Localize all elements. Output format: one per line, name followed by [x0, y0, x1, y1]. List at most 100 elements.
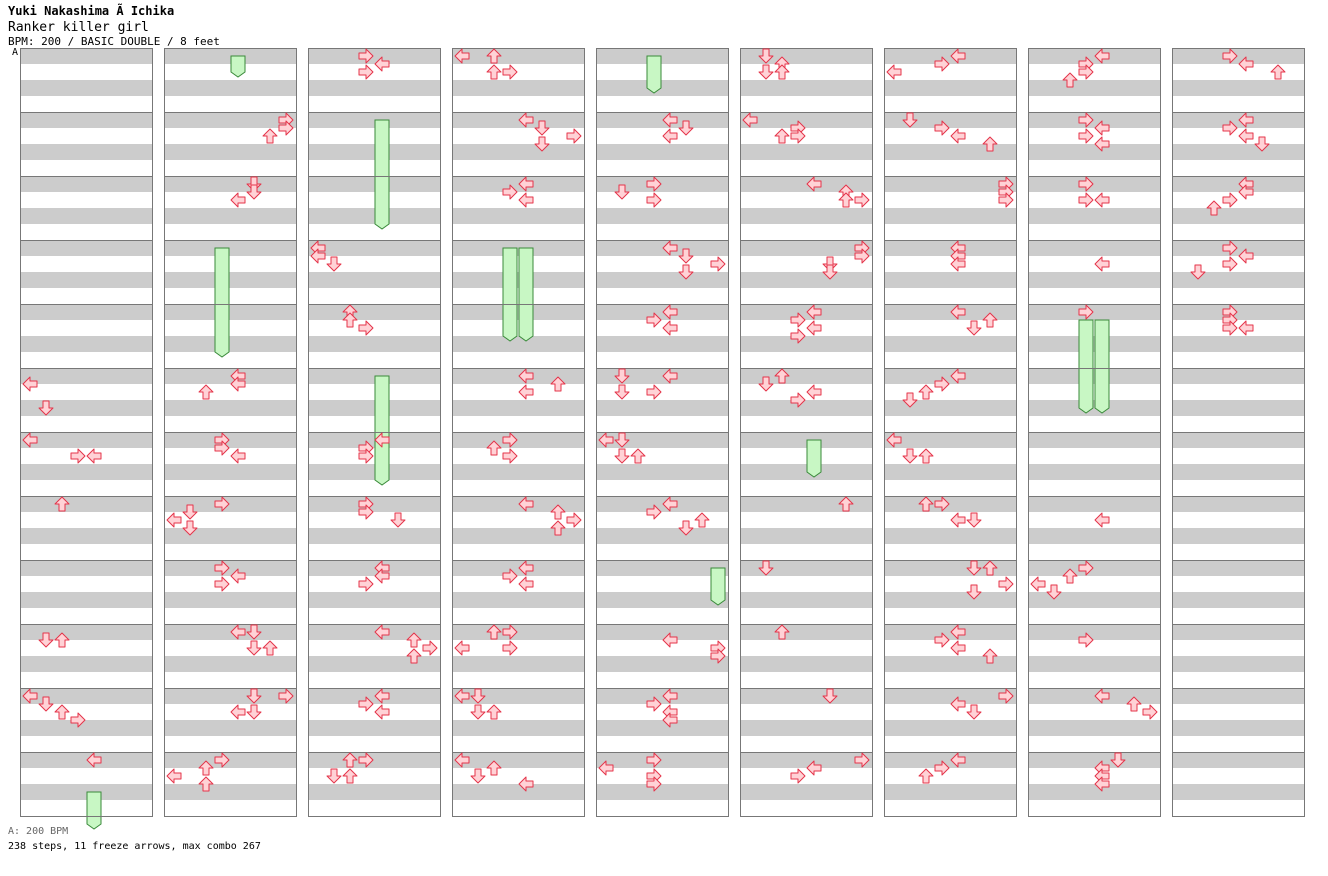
beat-stripe: [309, 496, 440, 512]
step-arrow-down: [615, 449, 629, 463]
freeze-arrow: [711, 568, 725, 605]
step-arrow-right: [1079, 129, 1093, 143]
beat-stripe: [21, 720, 152, 736]
beat-stripe: [453, 208, 584, 224]
beat-stripe: [21, 272, 152, 288]
step-arrow-left: [519, 577, 533, 591]
beat-stripe: [309, 304, 440, 320]
beat-stripe: [1029, 112, 1160, 128]
beat-stripe: [1029, 528, 1160, 544]
step-arrow-left: [167, 513, 181, 527]
beat-stripe: [1029, 784, 1160, 800]
beat-stripe: [597, 784, 728, 800]
step-arrow-right: [999, 577, 1013, 591]
step-arrow-up: [919, 769, 933, 783]
beat-stripe: [21, 528, 152, 544]
beat-stripe: [21, 432, 152, 448]
step-arrow-up: [1271, 65, 1285, 79]
beat-stripe: [309, 784, 440, 800]
beat-stripe: [1029, 656, 1160, 672]
beat-stripe: [1029, 560, 1160, 576]
beat-stripe: [453, 400, 584, 416]
beat-stripe: [21, 464, 152, 480]
beat-stripe: [1029, 208, 1160, 224]
beat-stripe: [1173, 688, 1304, 704]
beat-stripe: [1029, 592, 1160, 608]
freeze-arrow: [1079, 320, 1093, 413]
beat-stripe: [1029, 176, 1160, 192]
step-arrow-left: [807, 385, 821, 399]
freeze-arrow: [87, 792, 101, 829]
step-arrow-left: [663, 129, 677, 143]
beat-stripe: [309, 240, 440, 256]
step-arrow-up: [839, 193, 853, 207]
beat-stripe: [21, 560, 152, 576]
beat-stripe: [885, 528, 1016, 544]
beat-stripe: [741, 784, 872, 800]
beat-stripe: [885, 144, 1016, 160]
beat-stripe: [21, 80, 152, 96]
beat-stripe: [453, 752, 584, 768]
beat-stripe: [741, 240, 872, 256]
beat-stripe: [165, 80, 296, 96]
beat-stripe: [453, 624, 584, 640]
beat-stripe: [741, 400, 872, 416]
freeze-arrow: [231, 56, 245, 77]
step-arrow-right: [647, 193, 661, 207]
beat-stripe: [741, 752, 872, 768]
step-arrow-left: [663, 321, 677, 335]
beat-stripe: [165, 400, 296, 416]
beat-stripe: [165, 432, 296, 448]
beat-stripe: [741, 592, 872, 608]
beat-stripe: [21, 592, 152, 608]
step-arrow-right: [1223, 193, 1237, 207]
beat-stripe: [741, 80, 872, 96]
freeze-arrow: [503, 248, 517, 341]
step-arrow-left: [87, 449, 101, 463]
step-arrow-left: [1031, 577, 1045, 591]
step-arrow-down: [759, 65, 773, 79]
step-arrow-left: [1095, 257, 1109, 271]
step-arrow-left: [887, 65, 901, 79]
step-arrow-left: [1095, 513, 1109, 527]
freeze-arrow: [647, 56, 661, 93]
step-arrow-up: [199, 385, 213, 399]
freeze-arrow: [519, 248, 533, 341]
step-arrow-down: [391, 513, 405, 527]
beat-stripe: [21, 656, 152, 672]
beat-stripe: [1173, 240, 1304, 256]
step-arrow-right: [359, 577, 373, 591]
beat-stripe: [741, 688, 872, 704]
beat-stripe: [741, 528, 872, 544]
step-arrow-left: [951, 641, 965, 655]
beat-stripe: [1029, 80, 1160, 96]
beat-stripe: [597, 48, 728, 64]
beat-stripe: [165, 592, 296, 608]
beat-stripe: [885, 176, 1016, 192]
beat-stripe: [453, 528, 584, 544]
beat-stripe: [741, 368, 872, 384]
beat-stripe: [21, 48, 152, 64]
freeze-arrow: [375, 376, 389, 485]
step-arrow-left: [231, 449, 245, 463]
beat-stripe: [309, 752, 440, 768]
beat-stripe: [885, 688, 1016, 704]
beat-stripe: [1029, 720, 1160, 736]
step-arrow-right: [1223, 257, 1237, 271]
step-arrow-up: [919, 449, 933, 463]
beat-stripe: [597, 560, 728, 576]
beat-stripe: [453, 144, 584, 160]
step-arrow-right: [503, 449, 517, 463]
step-arrow-left: [375, 705, 389, 719]
step-arrow-right: [855, 193, 869, 207]
beat-stripe: [885, 80, 1016, 96]
step-arrow-up: [919, 385, 933, 399]
step-arrow-right: [1079, 193, 1093, 207]
step-arrow-up: [631, 449, 645, 463]
beat-stripe: [1029, 624, 1160, 640]
step-arrow-down: [967, 513, 981, 527]
beat-stripe: [597, 144, 728, 160]
step-arrow-right: [1143, 705, 1157, 719]
beat-stripe: [1173, 304, 1304, 320]
beat-stripe: [1173, 528, 1304, 544]
